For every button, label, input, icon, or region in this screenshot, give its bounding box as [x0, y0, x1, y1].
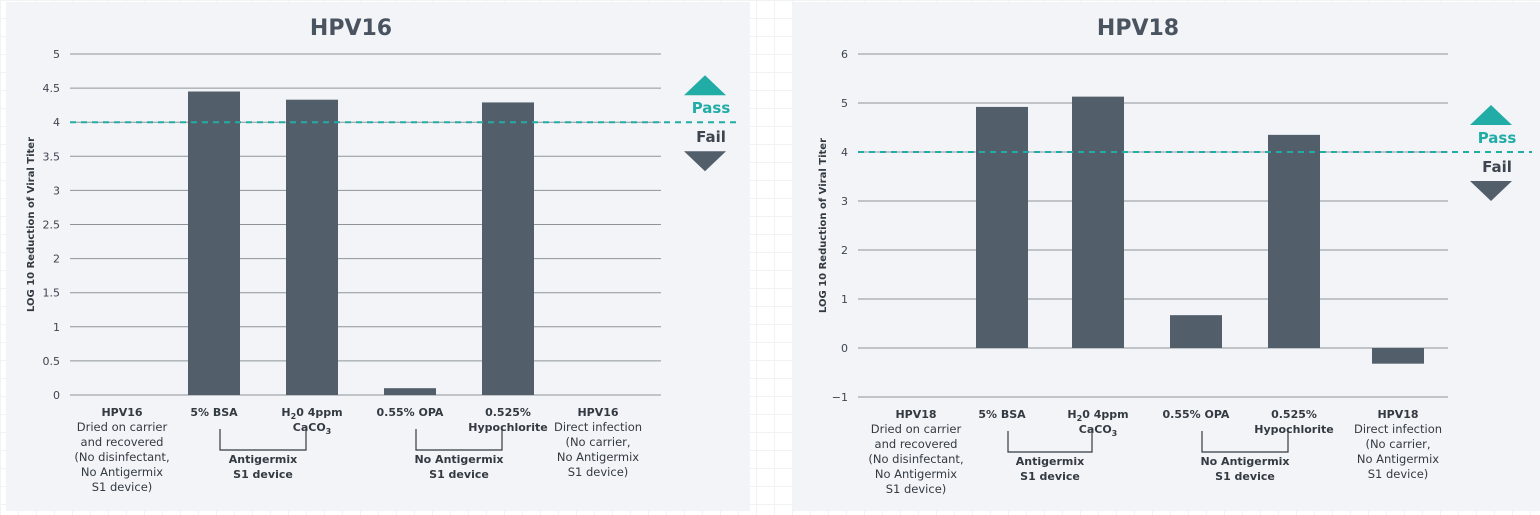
- y-tick-label: 2.5: [43, 219, 61, 232]
- category-label: 0.525%: [485, 406, 531, 419]
- category-label: H20 4ppm: [281, 406, 342, 421]
- category-label: Dried on carrier: [77, 420, 168, 434]
- category-label: 0.55% OPA: [377, 406, 444, 419]
- bar: [1372, 348, 1424, 364]
- group-label: Antigermix: [229, 453, 297, 466]
- group-label: No Antigermix: [414, 453, 503, 466]
- bar: [286, 99, 338, 395]
- category-label: Hypochlorite: [468, 421, 547, 434]
- category-label: CaCO3: [1079, 423, 1118, 438]
- y-tick-label: 6: [841, 48, 848, 61]
- bar: [1072, 96, 1124, 348]
- group-label: S1 device: [1020, 470, 1080, 483]
- category-label: H20 4ppm: [1067, 408, 1128, 423]
- fail-down-arrow-icon: [1470, 181, 1512, 201]
- fail-label: Fail: [696, 128, 726, 146]
- category-label: CaCO3: [293, 421, 332, 436]
- y-tick-label: 2: [841, 244, 848, 257]
- category-label: (No carrier,: [565, 435, 630, 449]
- y-tick-label: 2: [53, 253, 60, 266]
- category-label: 5% BSA: [978, 408, 1026, 421]
- category-label: 5% BSA: [190, 406, 238, 419]
- hpv18-chart: HPV18 LOG 10 Reduction of Viral Titer −1 0 1…: [818, 16, 1532, 496]
- category-label: HPV18: [1377, 408, 1418, 421]
- bar: [1170, 315, 1222, 348]
- y-tick-label: 4.5: [43, 82, 61, 95]
- y-tick-label: 0.5: [43, 355, 61, 368]
- hpv18-chart-panel: HPV18 LOG 10 Reduction of Viral Titer −1 0 1…: [792, 2, 1540, 511]
- group-bracket: [415, 429, 503, 451]
- pass-label: Pass: [692, 99, 731, 117]
- y-tick-label: 5: [53, 48, 60, 61]
- group-label: S1 device: [233, 468, 293, 481]
- category-label: Dried on carrier: [871, 422, 962, 436]
- group-label: No Antigermix: [1200, 455, 1289, 468]
- category-label: Direct infection: [1354, 422, 1442, 436]
- bar: [1268, 134, 1320, 348]
- pass-up-arrow-icon: [1470, 105, 1512, 125]
- category-label: HPV16: [101, 406, 142, 419]
- group-bracket: [219, 429, 307, 451]
- category-label: Hypochlorite: [1254, 423, 1333, 436]
- category-label: and recovered: [81, 435, 164, 449]
- category-label: 0.55% OPA: [1163, 408, 1230, 421]
- category-label: No Antigermix: [1357, 452, 1439, 466]
- category-label: No Antigermix: [875, 467, 957, 481]
- category-label: and recovered: [875, 437, 958, 451]
- fail-down-arrow-icon: [684, 151, 726, 172]
- y-tick-label: −1: [832, 391, 848, 404]
- category-label: (No disinfectant,: [868, 452, 963, 466]
- category-label: S1 device): [1368, 467, 1429, 481]
- bar: [188, 91, 240, 395]
- y-tick-label: 1: [841, 293, 848, 306]
- bar: [384, 388, 436, 395]
- y-tick-label: 1.5: [43, 287, 61, 300]
- y-axis-label: LOG 10 Reduction of Viral Titer: [818, 138, 829, 313]
- chart-title: HPV16: [310, 16, 392, 41]
- category-label: No Antigermix: [557, 450, 639, 464]
- y-tick-label: 4: [841, 146, 848, 159]
- y-tick-label: 3: [841, 195, 848, 208]
- group-bracket: [1201, 431, 1289, 453]
- y-axis-label: LOG 10 Reduction of Viral Titer: [26, 137, 37, 312]
- bar: [482, 102, 534, 395]
- y-tick-label: 1: [53, 321, 60, 334]
- fail-label: Fail: [1482, 158, 1512, 176]
- pass-label: Pass: [1478, 129, 1517, 147]
- chart-title: HPV18: [1097, 16, 1179, 41]
- category-label: 0.525%: [1271, 408, 1317, 421]
- hpv16-chart: HPV16 LOG 10 Reduction of Viral Titer 0 0.5…: [26, 16, 740, 494]
- group-label: S1 device: [429, 468, 489, 481]
- category-label: No Antigermix: [81, 465, 163, 479]
- category-label: HPV16: [577, 406, 618, 419]
- y-tick-label: 4: [53, 116, 60, 129]
- category-label: S1 device): [886, 482, 947, 496]
- y-tick-label: 3: [53, 184, 60, 197]
- category-label: Direct infection: [554, 420, 642, 434]
- hpv16-chart-panel: HPV16 LOG 10 Reduction of Viral Titer 0 0.5…: [6, 2, 750, 511]
- category-label: (No disinfectant,: [74, 450, 169, 464]
- group-bracket: [1007, 431, 1093, 453]
- y-tick-label: 0: [841, 342, 848, 355]
- bar: [976, 106, 1028, 348]
- y-tick-label: 3.5: [43, 150, 61, 163]
- pass-up-arrow-icon: [684, 75, 726, 96]
- group-label: Antigermix: [1016, 455, 1084, 468]
- category-label: S1 device): [92, 480, 153, 494]
- y-tick-label: 5: [841, 97, 848, 110]
- group-label: S1 device: [1215, 470, 1275, 483]
- y-tick-label: 0: [53, 389, 60, 402]
- category-label: HPV18: [895, 408, 936, 421]
- category-label: S1 device): [568, 465, 629, 479]
- category-label: (No carrier,: [1365, 437, 1430, 451]
